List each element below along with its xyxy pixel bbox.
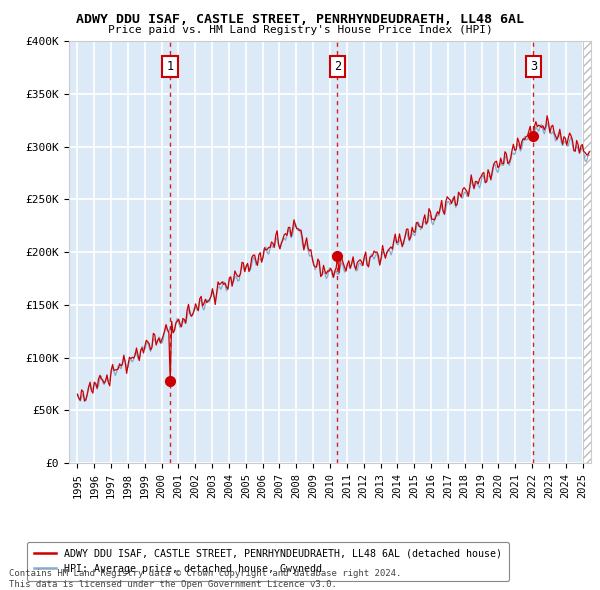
Text: ADWY DDU ISAF, CASTLE STREET, PENRHYNDEUDRAETH, LL48 6AL: ADWY DDU ISAF, CASTLE STREET, PENRHYNDEU… (76, 13, 524, 26)
Bar (583, 41, 599, 463)
Text: 3: 3 (530, 60, 537, 73)
Legend: ADWY DDU ISAF, CASTLE STREET, PENRHYNDEUDRAETH, LL48 6AL (detached house), HPI: : ADWY DDU ISAF, CASTLE STREET, PENRHYNDEU… (27, 542, 509, 581)
Text: 2: 2 (334, 60, 341, 73)
Text: Contains HM Land Registry data © Crown copyright and database right 2024.
This d: Contains HM Land Registry data © Crown c… (9, 569, 401, 589)
Bar (583, 41, 599, 463)
Text: Price paid vs. HM Land Registry's House Price Index (HPI): Price paid vs. HM Land Registry's House … (107, 25, 493, 35)
Text: 1: 1 (166, 60, 173, 73)
